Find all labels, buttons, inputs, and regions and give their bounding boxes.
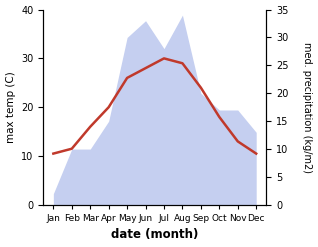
X-axis label: date (month): date (month) bbox=[111, 228, 198, 242]
Y-axis label: med. precipitation (kg/m2): med. precipitation (kg/m2) bbox=[302, 42, 313, 173]
Y-axis label: max temp (C): max temp (C) bbox=[5, 71, 16, 143]
